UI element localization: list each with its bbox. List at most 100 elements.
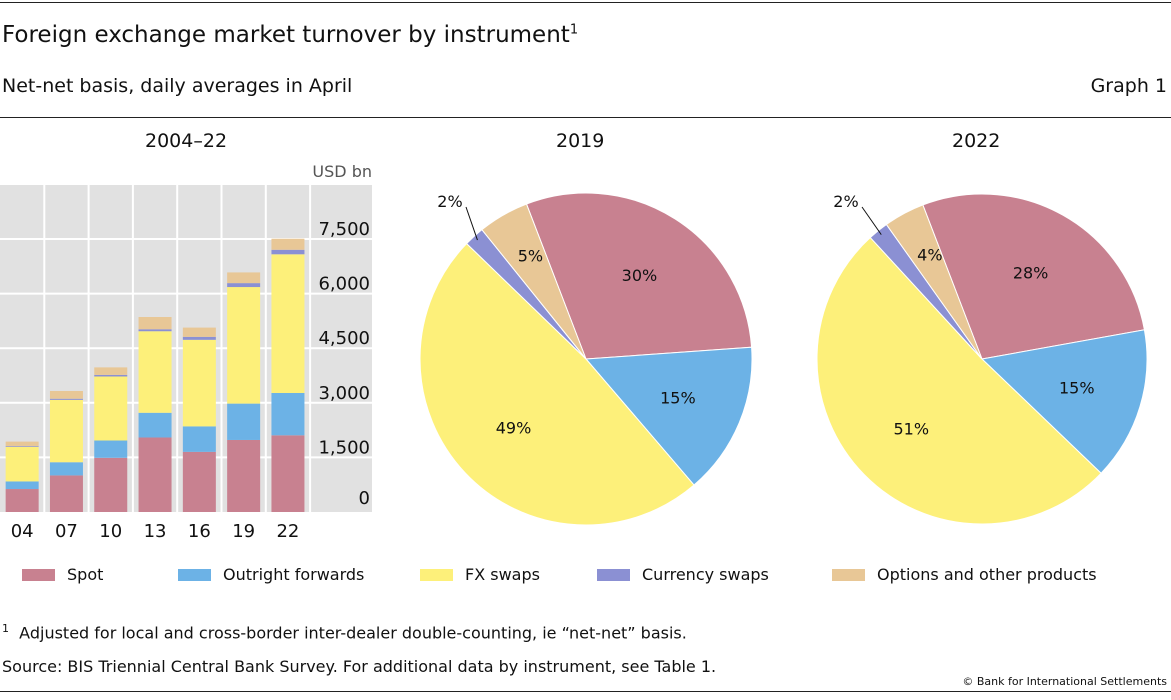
y-tick-label: 7,500 [318, 219, 370, 240]
x-tick-label: 10 [99, 521, 122, 542]
x-tick-label: 07 [55, 521, 78, 542]
x-tick-label: 04 [11, 521, 34, 542]
pie-slice-options-and-other-products [885, 204, 983, 360]
bar-segment-options-and-other-products [5, 441, 39, 446]
bar-segment-fx-swaps [182, 339, 216, 427]
title-footnote-mark: 1 [569, 22, 579, 38]
leader-line [861, 206, 882, 235]
bar-chart-title: 2004–22 [145, 130, 228, 152]
bar-segment-fx-swaps [94, 376, 128, 441]
footnote-text: Adjusted for local and cross-border inte… [19, 623, 687, 643]
pie-2019-title: 2019 [556, 130, 605, 152]
pie-slice-fx-swaps [419, 242, 695, 526]
bar-segment-currency-swaps [271, 249, 305, 255]
pie-data-label: 2% [437, 192, 462, 211]
bar-segment-spot [138, 437, 172, 512]
pie-slice-options-and-other-products [481, 203, 587, 360]
header-rule [0, 117, 1171, 118]
legend-swatch [832, 568, 865, 581]
pie-slice-outright-forwards [584, 346, 753, 486]
legend-item: Options and other products [832, 565, 1097, 584]
bar-segment-outright-forwards [94, 440, 128, 458]
subtitle: Net-net basis, daily averages in April [2, 75, 353, 97]
bar-segment-spot [271, 435, 305, 512]
x-tick-label: 19 [232, 521, 255, 542]
legend-item: FX swaps [420, 565, 540, 584]
footnote: 1 Adjusted for local and cross-border in… [2, 622, 687, 642]
bar-segment-currency-swaps [182, 336, 216, 340]
bar-segment-outright-forwards [227, 403, 261, 440]
bar-segment-fx-swaps [5, 446, 39, 482]
pie-data-label: 49% [496, 418, 532, 437]
bar-segment-outright-forwards [49, 462, 83, 476]
bar-segment-outright-forwards [271, 392, 305, 436]
legend-item: Currency swaps [597, 565, 769, 584]
footnote-mark: 1 [2, 622, 9, 635]
pie-data-label: 5% [518, 246, 543, 265]
pie-slice-spot [922, 193, 1145, 360]
bar-segment-options-and-other-products [227, 272, 261, 284]
bar-segment-spot [227, 439, 261, 512]
legend-swatch [22, 568, 55, 581]
legend-swatch [597, 568, 630, 581]
leader-line [465, 206, 478, 241]
pie-slice-spot [525, 192, 753, 360]
bar-segment-spot [94, 457, 128, 512]
top-rule [0, 2, 1171, 3]
y-tick-label: 0 [359, 488, 370, 509]
unit-label: USD bn [312, 162, 372, 181]
legend-label: Currency swaps [642, 565, 769, 584]
title-text: Foreign exchange market turnover by inst… [2, 22, 570, 48]
x-tick-label: 13 [144, 521, 167, 542]
bar-segment-fx-swaps [138, 331, 172, 413]
bar-segment-options-and-other-products [271, 238, 305, 250]
legend-label: FX swaps [465, 565, 540, 584]
bar-segment-spot [182, 451, 216, 512]
bar-segment-outright-forwards [138, 412, 172, 438]
bar-segment-options-and-other-products [182, 327, 216, 337]
y-tick-label: 4,500 [318, 328, 370, 349]
bar-segment-outright-forwards [5, 481, 39, 490]
bar-segment-fx-swaps [227, 287, 261, 404]
pie-data-label: 15% [1059, 379, 1095, 398]
bar-segment-currency-swaps [227, 283, 261, 288]
legend-swatch [178, 568, 211, 581]
bar-segment-outright-forwards [182, 426, 216, 452]
copyright: © Bank for International Settlements [962, 675, 1167, 688]
bar-segment-currency-swaps [138, 329, 172, 332]
bar-segment-options-and-other-products [49, 391, 83, 399]
graph-label: Graph 1 [1090, 75, 1167, 97]
pie-slice-fx-swaps [816, 236, 1102, 525]
source-note: Source: BIS Triennial Central Bank Surve… [2, 657, 717, 676]
pie-data-label: 15% [660, 388, 696, 407]
bar-segment-currency-swaps [94, 374, 128, 377]
legend-item: Spot [22, 565, 103, 584]
y-tick-label: 6,000 [318, 274, 370, 295]
bar-segment-options-and-other-products [94, 367, 128, 375]
x-tick-label: 16 [188, 521, 211, 542]
pie-data-label: 28% [1013, 264, 1049, 283]
bottom-rule [0, 691, 1171, 692]
x-tick-label: 22 [276, 521, 299, 542]
legend-item: Outright forwards [178, 565, 364, 584]
pie-data-label: 4% [917, 245, 942, 264]
y-tick-label: 3,000 [318, 383, 370, 404]
pie-data-label: 51% [893, 419, 929, 438]
bar-segment-currency-swaps [5, 445, 39, 447]
legend-label: Outright forwards [223, 565, 365, 584]
legend-label: Options and other products [877, 565, 1097, 584]
bar-segment-fx-swaps [271, 254, 305, 393]
pie-slice-outright-forwards [980, 329, 1148, 474]
pie-2022-title: 2022 [952, 130, 1001, 152]
bar-segment-spot [5, 489, 39, 512]
bar-segment-fx-swaps [49, 399, 83, 463]
pie-data-label: 2% [833, 192, 858, 211]
bar-segment-options-and-other-products [138, 317, 172, 330]
bar-segment-spot [49, 475, 83, 512]
pie-data-label: 30% [622, 266, 658, 285]
legend-label: Spot [67, 565, 104, 584]
chart-title: Foreign exchange market turnover by inst… [2, 22, 578, 48]
bar-segment-currency-swaps [49, 398, 83, 400]
